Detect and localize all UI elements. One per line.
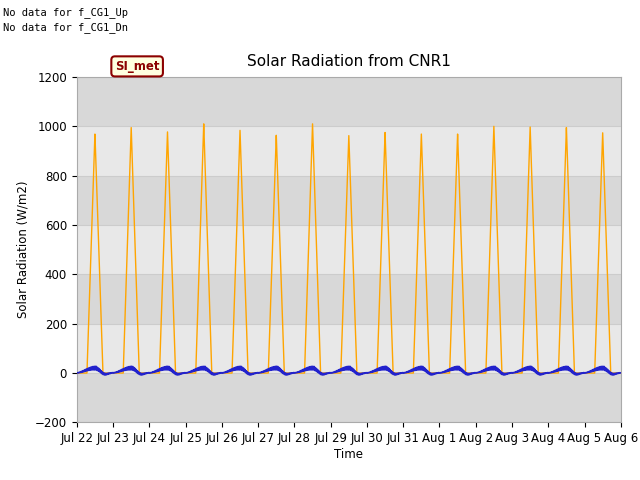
Bar — [77, 373, 621, 422]
X-axis label: Time: Time — [334, 448, 364, 461]
Bar — [77, 126, 621, 176]
Bar — [77, 77, 621, 126]
Bar — [77, 274, 621, 324]
Text: SI_met: SI_met — [115, 60, 159, 73]
Text: No data for f_CG1_Up: No data for f_CG1_Up — [3, 7, 128, 18]
Text: No data for f_CG1_Dn: No data for f_CG1_Dn — [3, 22, 128, 33]
Title: Solar Radiation from CNR1: Solar Radiation from CNR1 — [247, 54, 451, 69]
Y-axis label: Solar Radiation (W/m2): Solar Radiation (W/m2) — [17, 181, 29, 318]
Bar — [77, 225, 621, 274]
Bar — [77, 324, 621, 373]
Bar — [77, 176, 621, 225]
